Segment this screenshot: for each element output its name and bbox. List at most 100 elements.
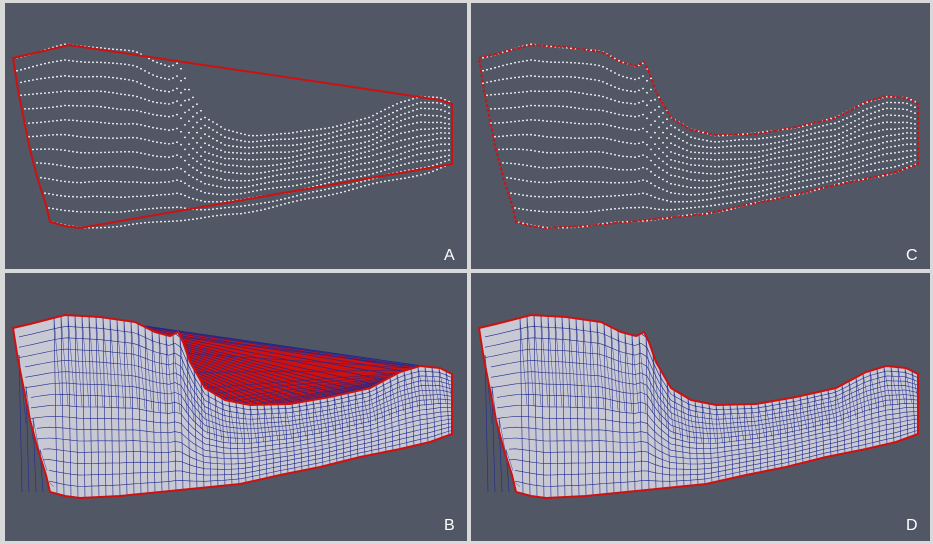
- scan-point: [786, 144, 788, 147]
- scan-point: [428, 101, 430, 104]
- scan-point: [236, 186, 238, 189]
- scan-point: [160, 102, 162, 104]
- scan-point: [674, 144, 676, 147]
- scan-point: [280, 173, 282, 176]
- scan-point: [630, 206, 632, 209]
- scan-point: [368, 161, 370, 164]
- scan-point: [718, 158, 720, 161]
- scan-point: [686, 156, 688, 159]
- scan-point: [272, 144, 274, 147]
- scan-point: [268, 181, 270, 184]
- mesh-diagonal: [820, 391, 829, 425]
- scan-point: [192, 218, 194, 221]
- scan-point: [52, 76, 54, 79]
- mesh-diagonal: [95, 316, 104, 408]
- scan-point: [534, 119, 536, 121]
- scan-point: [634, 168, 636, 171]
- scan-point: [682, 176, 684, 179]
- mesh-column: [484, 354, 489, 493]
- scan-point: [490, 94, 492, 96]
- scan-point: [818, 159, 820, 162]
- scan-point: [766, 143, 768, 146]
- scan-point: [750, 144, 752, 147]
- scan-point: [842, 131, 844, 134]
- scan-point: [686, 207, 688, 210]
- scan-point: [594, 165, 596, 168]
- mesh-column: [228, 400, 233, 486]
- scan-point: [104, 137, 106, 139]
- scan-point: [168, 156, 170, 159]
- scan-point: [112, 91, 114, 94]
- scan-point: [348, 165, 350, 168]
- mesh-diagonal: [904, 367, 913, 404]
- scan-point: [280, 186, 282, 189]
- scan-point: [546, 196, 548, 199]
- scan-point: [420, 174, 422, 176]
- scan-point: [448, 118, 450, 120]
- scan-point: [104, 195, 106, 198]
- scan-point: [834, 134, 836, 137]
- scan-point: [360, 123, 362, 126]
- scan-point: [774, 181, 776, 184]
- scan-point: [794, 176, 796, 179]
- scan-point: [910, 155, 912, 158]
- mesh-diagonal: [666, 381, 675, 435]
- scan-point: [658, 197, 660, 200]
- mesh-column: [820, 391, 825, 459]
- mesh-diagonal: [333, 396, 342, 430]
- scan-point: [360, 147, 362, 150]
- scan-point: [404, 100, 406, 103]
- scan-point: [742, 186, 744, 189]
- scan-point: [514, 76, 516, 79]
- scan-point: [806, 167, 808, 170]
- scan-point: [64, 119, 66, 121]
- scan-point: [120, 225, 122, 228]
- scan-point: [180, 143, 182, 146]
- scan-point: [304, 148, 306, 151]
- scan-point: [574, 195, 576, 198]
- scan-point: [542, 181, 544, 184]
- scan-point: [380, 158, 382, 161]
- scan-point: [344, 138, 346, 141]
- scan-point: [440, 97, 442, 99]
- mesh-column: [897, 367, 902, 442]
- scan-point: [448, 149, 450, 152]
- mesh-column: [827, 389, 832, 457]
- scan-point: [550, 195, 552, 198]
- scan-point: [542, 75, 544, 78]
- scan-point: [562, 105, 564, 108]
- scan-point: [112, 226, 114, 228]
- scan-point: [754, 179, 756, 181]
- scan-point: [778, 175, 780, 178]
- scan-point: [304, 153, 306, 156]
- scan-point: [112, 211, 114, 214]
- mesh-diagonal: [417, 366, 426, 406]
- scan-point: [304, 182, 306, 185]
- scan-point: [372, 114, 374, 117]
- scan-point: [368, 150, 370, 153]
- scan-point: [862, 140, 864, 143]
- scan-point: [562, 195, 564, 198]
- scan-point: [714, 158, 716, 161]
- scan-point: [128, 181, 130, 183]
- scan-point: [898, 138, 900, 141]
- scan-point: [260, 188, 262, 191]
- scan-point: [842, 118, 844, 121]
- scan-point: [750, 162, 752, 165]
- scan-point: [352, 170, 354, 173]
- scan-point: [730, 176, 732, 179]
- scan-point: [300, 136, 302, 139]
- scan-point: [626, 155, 628, 158]
- scan-point: [610, 111, 612, 114]
- scan-point: [212, 200, 214, 203]
- scan-point: [902, 102, 904, 104]
- scan-point: [172, 142, 174, 145]
- scan-point: [902, 137, 904, 140]
- scan-point: [180, 67, 182, 70]
- scan-point: [606, 137, 608, 140]
- scan-point: [136, 166, 138, 169]
- scan-point: [432, 127, 434, 130]
- scan-point: [782, 128, 784, 131]
- scan-point: [810, 166, 812, 169]
- scan-point: [874, 111, 876, 113]
